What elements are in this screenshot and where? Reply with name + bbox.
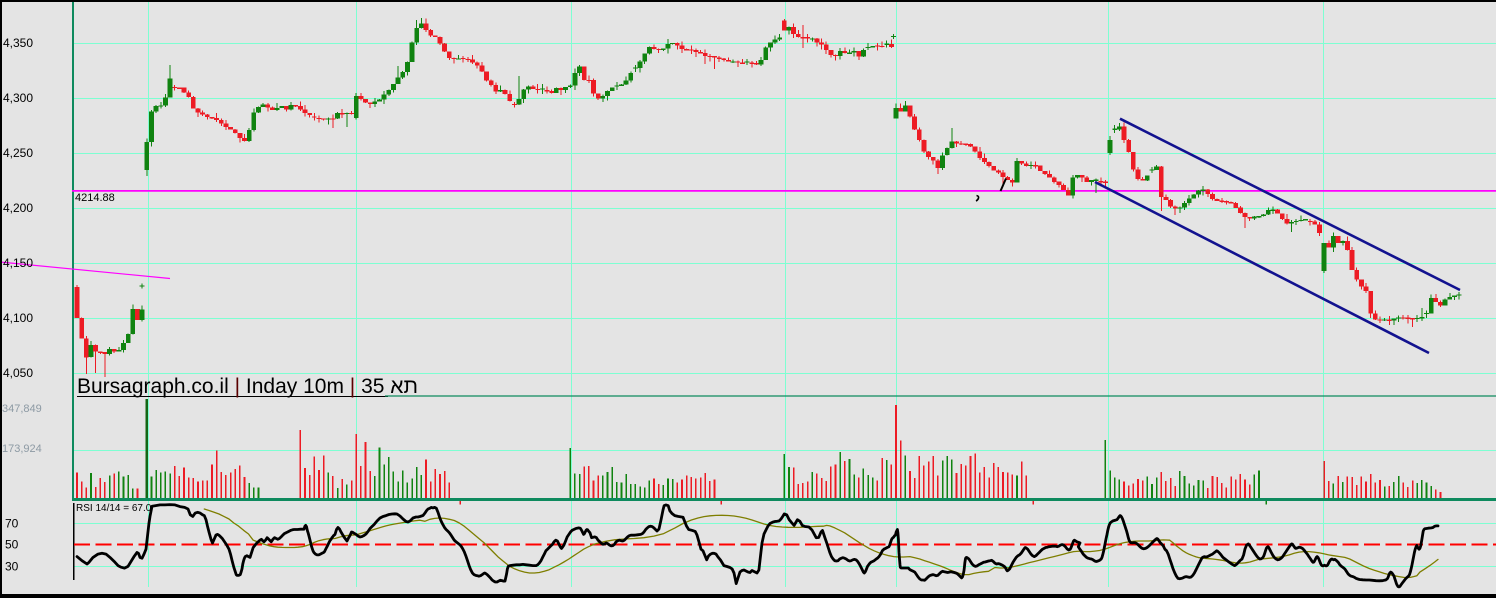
svg-text:4,100: 4,100 xyxy=(3,311,33,325)
svg-text:70: 70 xyxy=(5,517,19,531)
svg-text:4214.88: 4214.88 xyxy=(75,192,115,204)
svg-text:4,150: 4,150 xyxy=(3,256,33,270)
svg-text:Bursagraph.co.il | Inday 10m |: Bursagraph.co.il | Inday 10m | 35 תא xyxy=(77,375,418,398)
svg-text:4,300: 4,300 xyxy=(3,91,33,105)
svg-text:4,050: 4,050 xyxy=(3,366,33,380)
svg-text:30: 30 xyxy=(5,560,19,574)
svg-text:173,924: 173,924 xyxy=(2,443,42,455)
svg-text:4,350: 4,350 xyxy=(3,36,33,50)
svg-text:RSI 14/14 = 67.0: RSI 14/14 = 67.0 xyxy=(76,503,152,514)
svg-text:347,849: 347,849 xyxy=(2,403,42,415)
svg-text:4,200: 4,200 xyxy=(3,201,33,215)
svg-text:4,250: 4,250 xyxy=(3,146,33,160)
svg-text:50: 50 xyxy=(5,538,19,552)
